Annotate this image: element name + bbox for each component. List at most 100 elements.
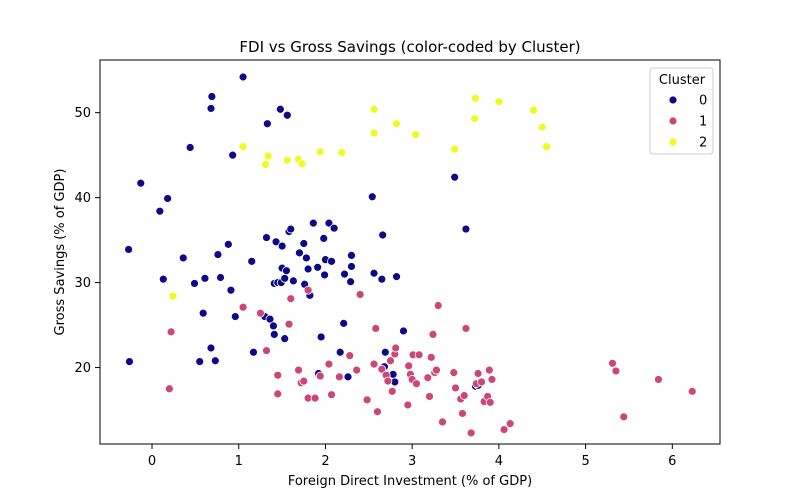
data-point-cluster-0 <box>124 245 134 254</box>
data-point-cluster-2 <box>494 97 504 107</box>
data-point-cluster-1 <box>459 391 469 400</box>
data-point-cluster-1 <box>654 375 663 384</box>
data-point-cluster-0 <box>399 326 408 336</box>
data-point-cluster-1 <box>412 379 421 389</box>
data-point-cluster-1 <box>273 389 283 399</box>
data-point-cluster-1 <box>371 324 381 333</box>
data-point-cluster-0 <box>200 273 210 283</box>
data-point-cluster-1 <box>373 407 382 417</box>
data-point-cluster-1 <box>458 409 467 418</box>
data-point-cluster-0 <box>347 262 356 271</box>
data-point-cluster-0 <box>228 150 238 160</box>
data-point-cluster-2 <box>392 119 401 129</box>
data-point-cluster-1 <box>294 365 303 375</box>
data-point-cluster-1 <box>256 308 265 318</box>
data-point-cluster-0 <box>286 224 296 234</box>
data-point-cluster-2 <box>238 142 248 152</box>
data-point-cluster-0 <box>282 266 291 276</box>
data-point-cluster-1 <box>377 364 387 374</box>
data-point-cluster-0 <box>247 256 257 266</box>
data-point-cluster-1 <box>345 351 355 361</box>
data-point-cluster-1 <box>383 376 393 386</box>
data-point-cluster-1 <box>238 302 248 312</box>
data-point-cluster-1 <box>284 319 294 329</box>
x-tick-label: 4 <box>495 454 503 469</box>
data-point-cluster-0 <box>377 274 387 284</box>
legend: Cluster 0 1 2 <box>649 67 714 155</box>
data-point-cluster-0 <box>190 279 199 288</box>
data-point-cluster-1 <box>505 419 515 429</box>
x-axis: 0 1 2 3 4 5 6 <box>148 444 676 469</box>
x-axis-title: Foreign Direct Investment (% of GDP) <box>288 474 532 489</box>
data-point-cluster-1 <box>451 383 460 393</box>
legend-label-cluster-2: 2 <box>699 136 707 151</box>
data-point-cluster-1 <box>473 369 483 378</box>
points-layer <box>124 72 697 438</box>
y-tick-label: 20 <box>74 361 91 376</box>
data-point-cluster-0 <box>213 250 223 259</box>
data-point-cluster-1 <box>619 412 629 422</box>
data-point-cluster-1 <box>324 359 334 369</box>
data-point-cluster-1 <box>362 395 372 405</box>
data-point-cluster-1 <box>461 324 471 333</box>
data-point-cluster-0 <box>303 264 313 274</box>
data-point-cluster-0 <box>275 104 285 114</box>
data-point-cluster-2 <box>315 147 325 157</box>
data-point-cluster-0 <box>277 241 287 251</box>
data-point-cluster-1 <box>355 290 365 299</box>
x-tick-label: 2 <box>321 454 329 469</box>
data-point-cluster-0 <box>295 248 304 258</box>
data-point-cluster-1 <box>687 386 697 396</box>
plot-area-frame <box>99 59 721 445</box>
chart-title: FDI vs Gross Savings (color-coded by Clu… <box>239 38 580 56</box>
data-point-cluster-2 <box>282 155 292 165</box>
legend-marker-cluster-1 <box>668 116 678 126</box>
data-point-cluster-0 <box>327 256 336 266</box>
data-point-cluster-0 <box>316 332 326 342</box>
data-point-cluster-1 <box>387 386 397 396</box>
data-point-cluster-2 <box>369 128 379 138</box>
data-point-cluster-2 <box>411 130 421 140</box>
data-point-cluster-1 <box>310 393 320 403</box>
data-point-cluster-0 <box>206 343 216 353</box>
data-point-cluster-0 <box>269 321 278 331</box>
data-point-cluster-1 <box>432 365 441 375</box>
data-point-cluster-1 <box>449 368 459 378</box>
data-point-cluster-2 <box>542 142 551 152</box>
data-point-cluster-1 <box>369 359 379 369</box>
data-point-cluster-2 <box>537 122 547 132</box>
data-point-cluster-0 <box>249 347 258 357</box>
data-point-cluster-1 <box>611 366 621 376</box>
data-point-cluster-1 <box>608 358 617 368</box>
data-point-cluster-0 <box>288 276 298 286</box>
legend-label-cluster-1: 1 <box>699 115 707 130</box>
data-point-cluster-0 <box>282 110 292 120</box>
data-point-cluster-0 <box>271 237 281 247</box>
data-point-cluster-2 <box>529 105 538 115</box>
x-tick-label: 3 <box>408 454 416 469</box>
data-point-cluster-1 <box>484 365 494 375</box>
data-point-cluster-1 <box>334 372 344 382</box>
data-point-cluster-1 <box>166 327 176 337</box>
data-point-cluster-0 <box>178 253 188 263</box>
x-tick-label: 5 <box>581 454 589 469</box>
data-point-cluster-0 <box>207 92 217 101</box>
data-point-cluster-0 <box>195 357 205 366</box>
data-point-cluster-0 <box>125 357 134 366</box>
data-point-cluster-0 <box>450 172 460 182</box>
x-tick-label: 6 <box>668 454 676 469</box>
data-point-cluster-0 <box>343 372 353 382</box>
data-point-cluster-0 <box>335 347 345 357</box>
data-point-cluster-0 <box>339 318 349 328</box>
data-point-cluster-0 <box>265 314 275 324</box>
data-point-cluster-1 <box>303 285 313 295</box>
x-tick-label: 0 <box>148 454 156 469</box>
data-point-cluster-0 <box>320 270 329 280</box>
data-point-cluster-1 <box>164 384 174 394</box>
data-point-cluster-0 <box>369 268 379 278</box>
data-point-cluster-2 <box>297 159 307 169</box>
data-point-cluster-0 <box>347 250 356 260</box>
data-point-cluster-2 <box>263 151 273 161</box>
data-point-cluster-1 <box>485 397 495 407</box>
